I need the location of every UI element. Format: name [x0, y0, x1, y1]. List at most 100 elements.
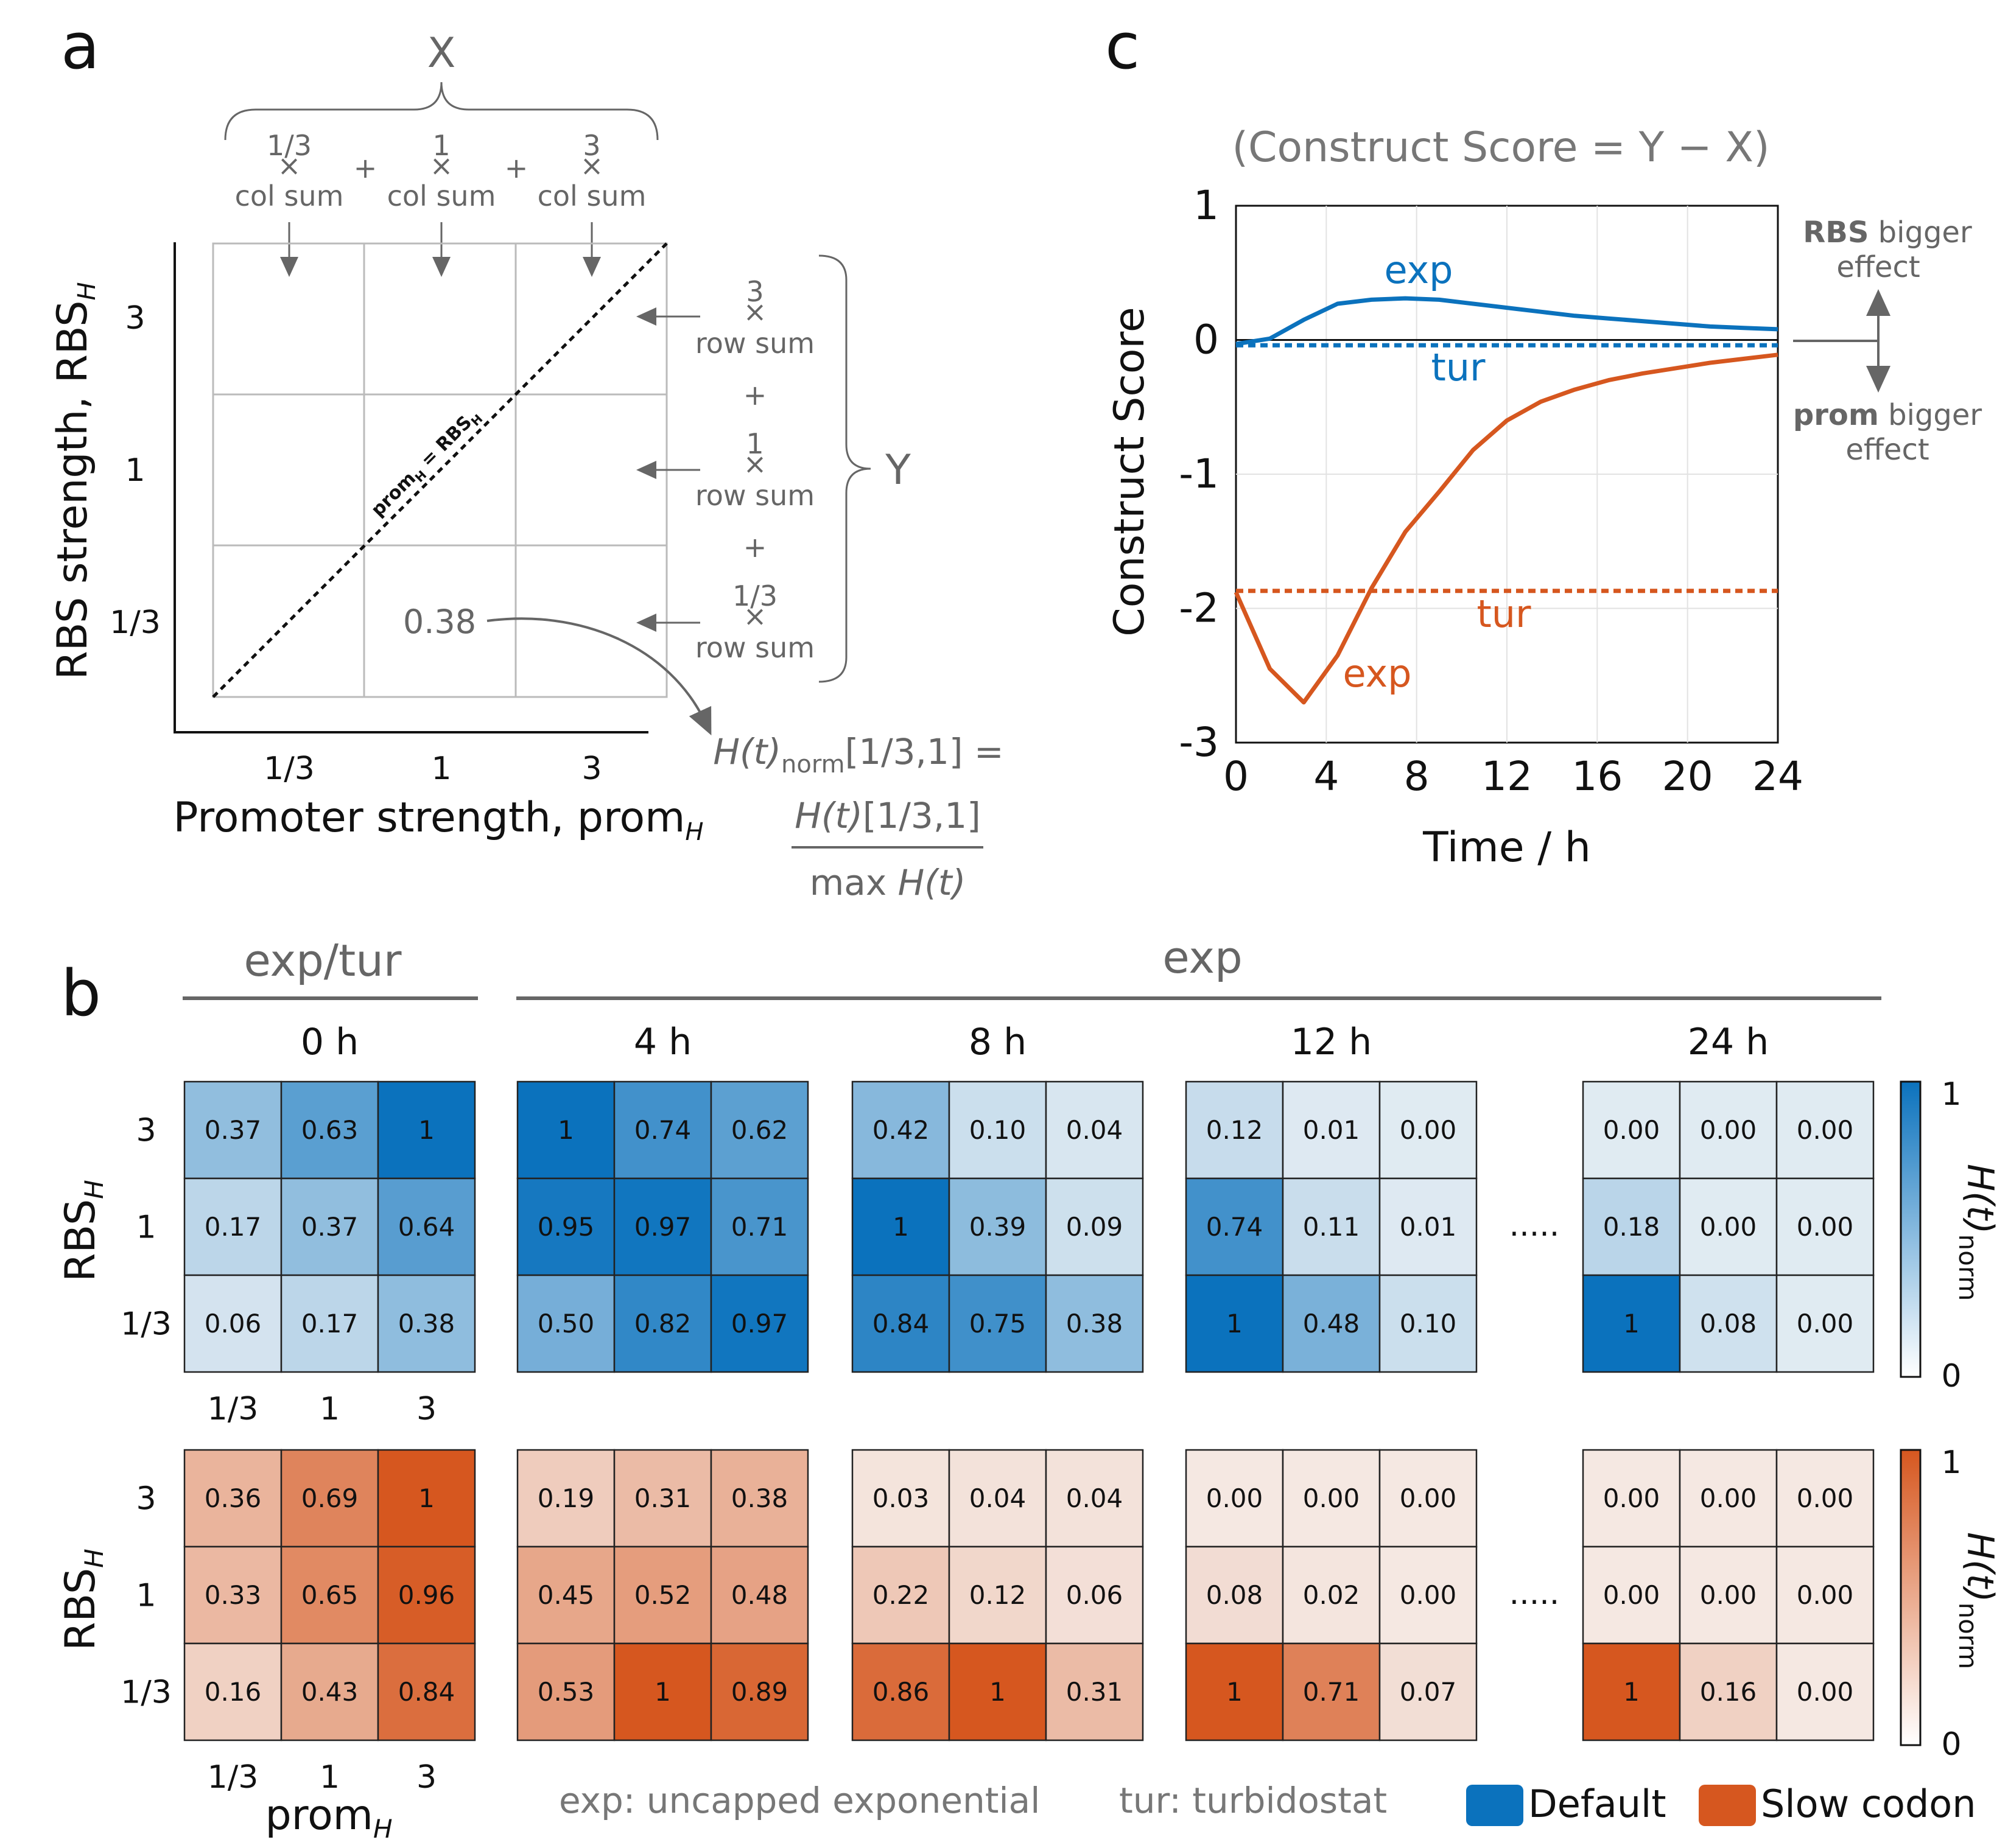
panel-c-title: (Construct Score = Y − X) [1232, 124, 1769, 172]
heatmap-cell-value: 0.00 [1797, 1677, 1854, 1707]
heatmap-cell [1185, 1642, 1284, 1741]
svg-text:row sum: row sum [695, 327, 815, 360]
x-tick-label: 4 [1313, 753, 1339, 800]
heatmap-cell [948, 1545, 1047, 1645]
col-label: 1 [320, 1391, 340, 1427]
heatmap-cell-value: 0.75 [969, 1309, 1027, 1339]
example-value: 0.38 [403, 603, 476, 641]
svg-text:col sum: col sum [235, 180, 344, 212]
heatmap-cell [377, 1449, 476, 1548]
heatmap-cell [280, 1642, 379, 1741]
legend-exp-note: exp: uncapped exponential [559, 1780, 1040, 1821]
heatmap-cell-value: 0.00 [1700, 1115, 1757, 1145]
svg-text:×: × [743, 600, 767, 632]
heatmap-cell [613, 1274, 712, 1373]
heatmap-cell [280, 1274, 379, 1373]
legend-default-label: Default [1528, 1782, 1666, 1826]
heatmap-cell [1775, 1642, 1875, 1741]
heatmap-cell-value: 0.02 [1303, 1580, 1360, 1610]
legend-slow-swatch [1699, 1785, 1756, 1826]
heatmap-cell-value: 0.03 [872, 1483, 930, 1513]
heatmap-cell-value: 0.50 [538, 1309, 595, 1339]
heatmap-cell-value: 0.01 [1400, 1212, 1457, 1242]
heatmap-cell [1282, 1545, 1381, 1645]
heatmap-cell [1045, 1080, 1144, 1180]
svg-text:1/3: 1/3 [267, 129, 312, 162]
heatmap-cell-value: 1 [558, 1115, 574, 1145]
heatmap-cell-value: 0.08 [1206, 1580, 1263, 1610]
heatmap-cell [183, 1274, 283, 1373]
heatmap-cell-value: 0.00 [1206, 1483, 1263, 1513]
row-label: 1 [136, 1209, 156, 1246]
row-term-2: 1 × row sum [695, 427, 815, 512]
heatmap-cell-value: 0.10 [969, 1115, 1027, 1145]
heatmap-cell-value: 0.18 [1603, 1212, 1660, 1242]
ellipsis-top: ..... [1509, 1207, 1560, 1244]
heatmap-cell [1185, 1449, 1284, 1548]
heatmap-cell [710, 1545, 809, 1645]
row-plus-2: + [743, 531, 767, 564]
heatmap-cell [516, 1177, 616, 1276]
heatmap-cell-value: 0.64 [398, 1212, 455, 1242]
heatmap-cell [851, 1642, 950, 1741]
heatmap-cell [1045, 1177, 1144, 1276]
heatmap-cell [1282, 1274, 1381, 1373]
col-label: 1/3 [208, 1391, 259, 1427]
heatmap-cell-value: 0.95 [538, 1212, 595, 1242]
label-blue-tur: tur [1431, 345, 1486, 390]
heatmap-cell-value: 1 [1623, 1309, 1640, 1339]
svg-text:col sum: col sum [538, 180, 647, 212]
heatmap-cell [1679, 1449, 1778, 1548]
x-brace [224, 82, 659, 141]
heatmap-cell [851, 1177, 950, 1276]
a-y-axis-label: RBS strength, RBSH [49, 282, 101, 679]
heatmap-cell-value: 0.48 [731, 1580, 788, 1610]
heatmap-cell-value: 0.89 [731, 1677, 788, 1707]
heatmap-cell-value: 0.09 [1066, 1212, 1123, 1242]
heatmap-cell-value: 0.33 [205, 1580, 262, 1610]
heatmap-cell [948, 1080, 1047, 1180]
heatmap-cell [183, 1080, 283, 1180]
heatmap-cell-value: 0.84 [398, 1677, 455, 1707]
heatmap-cell [1378, 1274, 1478, 1373]
heatmap-cell-value: 0.62 [731, 1115, 788, 1145]
heatmap-cell [1679, 1274, 1778, 1373]
heatmap-cell-value: 0.16 [205, 1677, 262, 1707]
heatmap-cell [1679, 1642, 1778, 1741]
heatmap-cell [280, 1080, 379, 1180]
col-term-3: 3 × col sum [538, 129, 647, 212]
heatmap-cell-value: 0.19 [538, 1483, 595, 1513]
x-tick-label: 0 [1223, 753, 1249, 800]
heatmap-cell-value: 0.45 [538, 1580, 595, 1610]
label-blue-exp: exp [1384, 248, 1453, 292]
series-slow-codon-exp [1234, 352, 1778, 705]
diagonal-line [212, 242, 668, 698]
heatmap-cell-value: 0.84 [872, 1309, 930, 1339]
heatmap-cell [377, 1080, 476, 1180]
heatmap-cell-value: 0.96 [398, 1580, 455, 1610]
heatmap-cell-value: 0.74 [1206, 1212, 1263, 1242]
heatmap-cell [1582, 1642, 1681, 1741]
heatmap-cell [1679, 1177, 1778, 1276]
heatmap-cell-value: 1 [655, 1677, 671, 1707]
svg-text:row sum: row sum [695, 631, 815, 664]
heatmap-cell [377, 1177, 476, 1276]
row-term-3: 1/3 × row sum [695, 579, 815, 664]
rbs-bigger-effect-1: RBS bigger [1803, 215, 1972, 250]
svg-text:1: 1 [746, 427, 764, 460]
heatmap-cell [1045, 1642, 1144, 1741]
heatmap-cell-value: 0.11 [1303, 1212, 1360, 1242]
legend-default-swatch [1466, 1785, 1523, 1826]
heatmap-cell [613, 1545, 712, 1645]
y-brace-label: Y [885, 446, 911, 494]
heatmap-cell [516, 1449, 616, 1548]
heatmap-cell [948, 1642, 1047, 1741]
svg-text:1: 1 [432, 129, 450, 162]
row-label: 1/3 [121, 1306, 172, 1343]
col-plus-2: + [505, 152, 528, 184]
svg-text:1/3: 1/3 [732, 579, 778, 612]
heatmap-cell [948, 1177, 1047, 1276]
heatmap-cell [710, 1642, 809, 1741]
heatmap-cell-value: 0.00 [1400, 1115, 1457, 1145]
row-term-1: 3 × row sum [695, 275, 815, 360]
